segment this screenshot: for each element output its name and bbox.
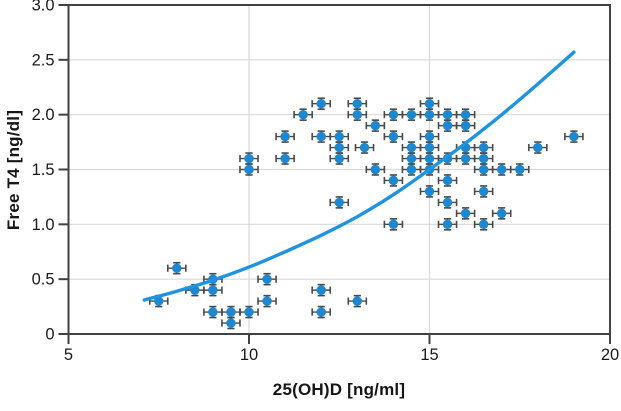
data-point xyxy=(497,164,507,175)
data-point xyxy=(497,208,507,219)
data-point xyxy=(226,307,236,317)
data-point xyxy=(442,197,453,208)
data-point xyxy=(388,219,399,230)
data-point xyxy=(424,153,435,164)
x-axis-label: 25(OH)D [ng/ml] xyxy=(272,380,406,399)
data-point xyxy=(316,285,326,295)
data-point xyxy=(406,142,417,153)
data-point xyxy=(316,307,326,317)
data-point xyxy=(460,153,471,164)
data-point xyxy=(226,318,236,328)
data-point xyxy=(334,142,344,153)
data-point xyxy=(262,296,272,306)
data-point xyxy=(280,131,290,142)
data-point xyxy=(406,153,417,164)
data-point xyxy=(352,296,362,306)
data-point xyxy=(460,208,471,219)
data-point xyxy=(424,131,435,142)
data-point xyxy=(478,164,489,175)
data-point xyxy=(460,120,471,131)
plot-border xyxy=(67,4,611,335)
data-point xyxy=(334,153,344,164)
data-point xyxy=(406,164,417,175)
data-point xyxy=(424,186,435,197)
y-tick-label: 1.0 xyxy=(32,216,55,234)
data-point xyxy=(478,186,489,197)
data-point xyxy=(388,131,399,142)
data-point xyxy=(442,120,453,131)
data-point xyxy=(478,219,489,230)
data-point xyxy=(172,263,182,273)
data-point xyxy=(370,164,381,175)
data-point xyxy=(154,296,164,306)
y-tick-label: 2.0 xyxy=(32,106,55,124)
data-point xyxy=(442,219,453,230)
data-point xyxy=(424,99,435,109)
data-point xyxy=(334,131,344,142)
x-tick-label: 5 xyxy=(64,346,73,364)
data-point xyxy=(406,109,417,120)
data-point xyxy=(370,120,381,131)
data-point xyxy=(460,109,471,120)
data-point xyxy=(352,109,362,120)
data-point xyxy=(298,109,308,120)
y-tick-label: 3.0 xyxy=(32,0,55,15)
data-point xyxy=(533,142,543,153)
data-point xyxy=(316,131,326,142)
data-point xyxy=(208,285,218,295)
data-point xyxy=(262,274,272,284)
data-point xyxy=(388,175,399,186)
data-point xyxy=(569,131,579,142)
data-point xyxy=(244,153,254,164)
data-point xyxy=(359,142,370,153)
data-point xyxy=(424,142,435,153)
x-tick-label: 20 xyxy=(601,346,619,364)
data-point xyxy=(244,164,254,175)
y-tick-label: 2.5 xyxy=(32,51,55,69)
y-tick-label: 0.5 xyxy=(32,271,55,289)
data-point xyxy=(208,307,218,317)
data-point xyxy=(334,197,344,208)
data-point xyxy=(478,142,489,153)
x-tick-label: 15 xyxy=(420,346,438,364)
data-point xyxy=(280,153,290,164)
x-tick-label: 10 xyxy=(240,346,258,364)
data-point xyxy=(478,153,489,164)
data-point xyxy=(515,164,525,175)
trend-curve xyxy=(142,50,576,302)
data-point xyxy=(442,109,453,120)
data-point xyxy=(442,175,453,186)
data-point xyxy=(352,99,362,109)
data-point xyxy=(424,109,435,120)
y-tick-label: 1.5 xyxy=(32,161,55,179)
data-point xyxy=(244,307,254,317)
y-axis-label: Free T4 [ng/dl] xyxy=(4,109,23,231)
data-point xyxy=(316,99,326,109)
y-tick-label: 0 xyxy=(45,326,54,344)
data-point xyxy=(388,109,399,120)
